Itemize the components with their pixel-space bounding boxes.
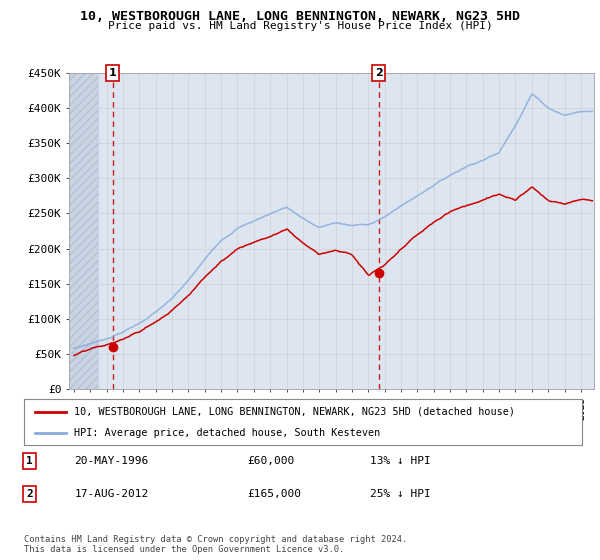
Text: £165,000: £165,000: [247, 489, 301, 499]
Text: 10, WESTBOROUGH LANE, LONG BENNINGTON, NEWARK, NG23 5HD (detached house): 10, WESTBOROUGH LANE, LONG BENNINGTON, N…: [74, 407, 515, 417]
Text: Price paid vs. HM Land Registry's House Price Index (HPI): Price paid vs. HM Land Registry's House …: [107, 21, 493, 31]
Text: £60,000: £60,000: [247, 456, 295, 466]
Bar: [69, 73, 98, 389]
Text: 17-AUG-2012: 17-AUG-2012: [74, 489, 148, 499]
Text: HPI: Average price, detached house, South Kesteven: HPI: Average price, detached house, Sout…: [74, 428, 380, 438]
Text: 2: 2: [26, 489, 33, 499]
Text: 13% ↓ HPI: 13% ↓ HPI: [370, 456, 431, 466]
Text: 25% ↓ HPI: 25% ↓ HPI: [370, 489, 431, 499]
Text: 20-MAY-1996: 20-MAY-1996: [74, 456, 148, 466]
Text: Contains HM Land Registry data © Crown copyright and database right 2024.
This d: Contains HM Land Registry data © Crown c…: [24, 535, 407, 554]
Text: 10, WESTBOROUGH LANE, LONG BENNINGTON, NEWARK, NG23 5HD: 10, WESTBOROUGH LANE, LONG BENNINGTON, N…: [80, 10, 520, 23]
Text: 2: 2: [375, 68, 382, 78]
Bar: [69, 73, 98, 389]
Text: 1: 1: [109, 68, 117, 78]
Text: 1: 1: [26, 456, 33, 466]
